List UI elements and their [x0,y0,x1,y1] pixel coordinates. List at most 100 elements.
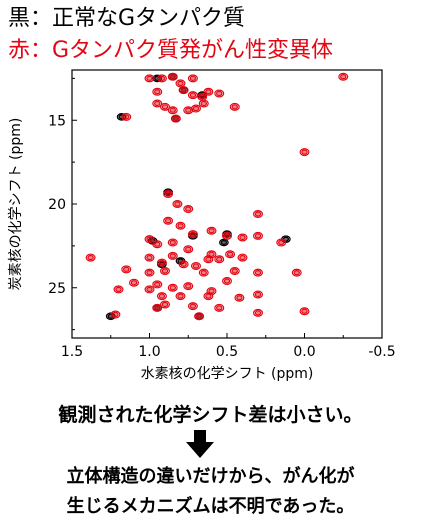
peak-contour [144,74,155,83]
peak-contour [192,263,200,269]
peak-contour [167,238,178,247]
peak-contour [223,233,231,239]
peak-contour [187,230,198,239]
peak-contour [121,112,132,121]
peak-contour [214,303,225,312]
peak-contour [152,303,163,312]
peak-contour [206,250,217,259]
peak-contour [222,231,233,240]
peak-contour [167,106,178,115]
observation-caption: 観測された化学シフト差は小さい。 [58,404,363,426]
x-axis-label: 水素核の化学シフト (ppm) [141,366,314,382]
peak-contour [144,285,155,294]
peak-contour [172,200,183,209]
peak-contour [203,292,214,301]
peak-contour [177,223,184,229]
peak-contour [121,265,132,274]
peak-contour [144,253,155,262]
peak-contour [154,89,161,95]
peak-contour [160,300,171,309]
peak-contour [254,291,262,298]
peak-contour [158,293,166,299]
peak-contour [239,234,246,241]
peak-contour [160,267,171,276]
peak-contour [158,75,166,82]
peak-contour [146,286,153,293]
peak-contour [254,270,262,276]
peak-contour [144,268,155,277]
peak-contour [299,148,310,157]
peak-contour [177,80,184,87]
peak-contour [208,228,215,234]
peak-contour [154,100,161,107]
peak-contour [291,268,302,277]
peak-contour [223,278,231,284]
peak-contour [222,277,233,286]
y-tick-label: 20 [48,197,66,213]
peak-contour [192,105,200,112]
peak-contour [161,301,169,308]
peak-contour [183,245,194,254]
peak-contour [191,104,202,113]
peak-contour [158,259,166,266]
peak-contour [169,107,176,113]
x-tick-label: 0.0 [293,344,315,360]
peak-contour [338,72,349,81]
peak-contour [231,268,238,274]
peak-contour [85,253,96,262]
legend-normal-protein: 黒：正常なGタンパク質 [8,6,246,31]
x-tick-label: 1.5 [61,344,83,360]
peak-contour [152,99,163,108]
peak-contour [154,241,161,247]
peak-contour [229,267,240,276]
peak-contour [185,107,192,113]
peak-contour [169,285,176,291]
x-tick-label: 0.5 [216,344,238,360]
peak-contour [130,280,138,286]
peak-contour [174,201,181,207]
peak-contour [167,283,178,292]
peak-contour [169,74,176,80]
y-tick-label: 25 [48,281,66,297]
x-tick-label: -0.5 [368,344,395,360]
peak-contour [113,285,124,294]
peak-contour [163,189,174,198]
peak-contour [237,253,248,262]
peak-contour [146,236,153,242]
peak-contour [198,268,209,277]
peak-contour [187,91,198,100]
peak-contour [198,99,209,108]
peak-contour [160,102,171,111]
peak-contour [183,282,194,291]
peak-contour [225,250,236,259]
peak-contour [185,246,192,252]
peak-contour [189,303,197,309]
peak-contour [195,313,203,319]
peak-contour [253,290,264,299]
y-axis-ticks: 15 20 25 [48,77,77,331]
peak-contour [253,308,264,317]
peak-contour [129,278,140,287]
peak-contour [115,286,122,293]
peak-contour [178,260,189,269]
peak-contour [110,310,121,319]
peak-contour [87,254,94,261]
peak-contour [112,311,119,318]
peak-contour [170,114,181,123]
peak-contour [216,90,223,97]
peak-contour [299,307,310,316]
peak-contour [175,221,186,230]
peak-contour [214,255,225,264]
peak-contour [167,72,178,81]
peak-contour [144,235,155,244]
peak-contour [154,281,161,288]
y-axis-label: 炭素核の化学シフト (ppm) [8,118,24,291]
peak-contour [301,149,308,155]
peak-contour [219,238,229,247]
conclusion-text: 立体構造の違いだけから、がん化が 生じるメカニズムは不明であった。 [0,462,421,522]
peak-contour [231,104,238,110]
peak-contour [200,270,207,276]
peak-contour [123,266,130,272]
conclusion-line-1: 立体構造の違いだけから、がん化が [66,466,355,487]
peak-contour [220,239,228,246]
